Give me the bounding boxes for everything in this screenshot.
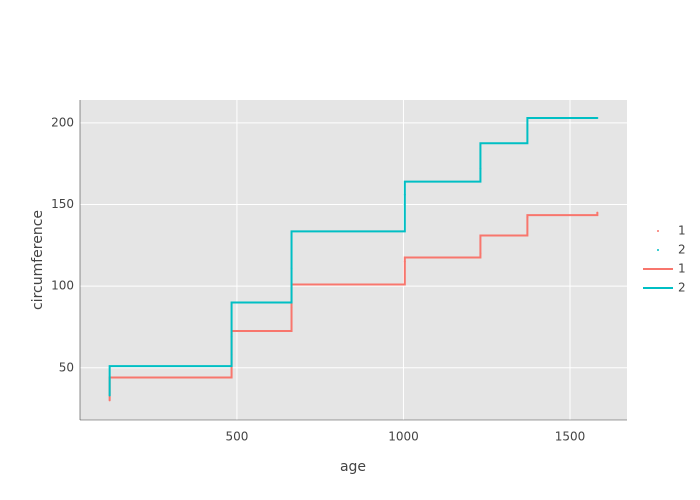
- y-tick-label: 100: [51, 279, 74, 293]
- data-point: [403, 260, 406, 263]
- plot-background: [80, 100, 627, 420]
- data-point: [479, 167, 482, 170]
- data-point: [596, 116, 599, 119]
- y-tick-label: 200: [51, 115, 74, 129]
- data-point: [526, 116, 529, 119]
- series-line: [108, 116, 598, 396]
- data-point: [108, 394, 111, 397]
- data-point: [230, 335, 233, 338]
- marks: [108, 116, 599, 402]
- legend: 1 2 1 2: [643, 224, 686, 295]
- data-point: [526, 216, 529, 219]
- y-tick-label: 50: [59, 360, 74, 374]
- y-tick-label: 150: [51, 197, 74, 211]
- data-point: [290, 306, 293, 309]
- legend-label: 1: [678, 262, 686, 276]
- x-tick-label: 1000: [388, 430, 419, 444]
- data-point: [479, 252, 482, 255]
- x-tick-label: 500: [225, 430, 248, 444]
- grid: [80, 100, 627, 420]
- legend-label: 2: [678, 243, 686, 257]
- x-axis-title: age: [340, 459, 366, 475]
- data-point: [290, 267, 293, 270]
- data-point: [596, 211, 599, 214]
- data-point: [108, 399, 111, 402]
- data-point: [403, 193, 406, 196]
- y-axis-title: circumference: [30, 210, 46, 310]
- legend-marker: [657, 249, 659, 251]
- x-tick-label: 1500: [555, 430, 586, 444]
- legend-label: 1: [678, 224, 686, 238]
- legend-marker: [657, 230, 659, 232]
- legend-label: 2: [678, 281, 686, 295]
